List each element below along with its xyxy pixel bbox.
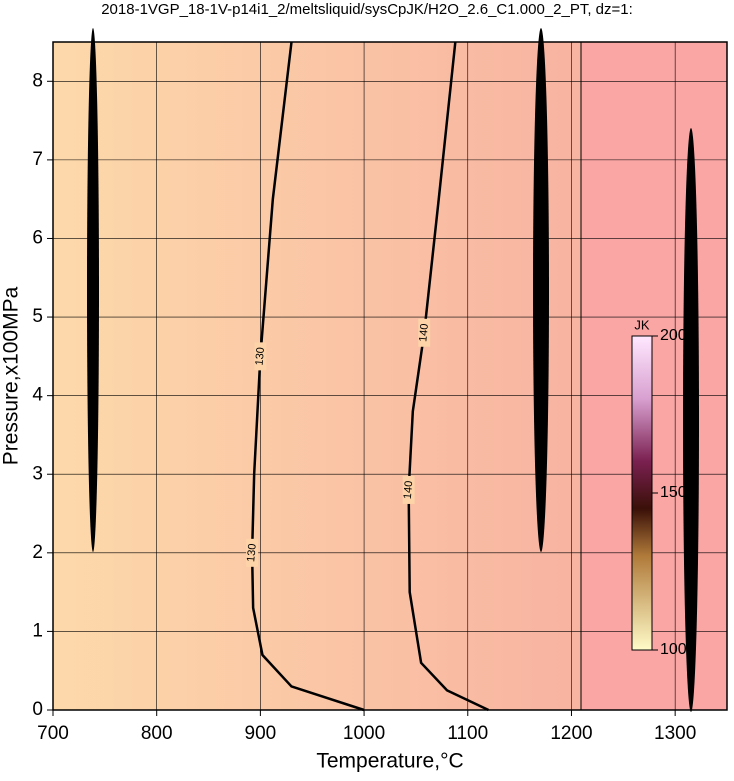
contour-label: 140 <box>402 480 416 499</box>
plot-frame <box>52 41 728 711</box>
y-tick-label: 7 <box>32 149 43 170</box>
y-tick-label: 8 <box>32 70 43 91</box>
x-tick-label: 1100 <box>447 723 488 744</box>
dense-contours <box>533 28 549 552</box>
x-tick-label: 700 <box>37 723 69 744</box>
y-tick-label: 5 <box>32 306 43 327</box>
chart-title: 2018-1VGP_18-1V-p14i1_2/meltsliquid/sysC… <box>101 1 633 18</box>
contour-label: 130 <box>245 543 259 562</box>
x-tick-label: 900 <box>245 723 277 744</box>
colorbar-label: JK <box>634 317 650 332</box>
region <box>581 42 727 710</box>
dense-contours <box>683 128 699 712</box>
x-tick-label: 1200 <box>550 723 592 744</box>
contour-label: 130 <box>254 347 268 366</box>
y-tick-label: 2 <box>32 542 43 563</box>
region <box>53 42 581 710</box>
x-tick-label: 1000 <box>343 723 385 744</box>
contour-label-bg <box>418 318 431 347</box>
y-tick-label: 0 <box>32 699 43 720</box>
y-tick-label: 4 <box>32 385 43 406</box>
colorbar <box>631 335 653 651</box>
contour-label-bg <box>402 475 415 504</box>
colorbar-tick-label: 100 <box>660 641 687 658</box>
contour-label-bg <box>254 342 267 371</box>
contour-label-bg <box>246 538 259 567</box>
x-tick-label: 1300 <box>654 723 696 744</box>
y-tick-label: 1 <box>32 620 43 641</box>
contour-label: 140 <box>417 323 431 342</box>
y-tick-label: 3 <box>32 463 43 484</box>
colorbar-tick-label: 200 <box>660 327 687 344</box>
y-tick-label: 6 <box>32 227 43 248</box>
x-axis-label: Temperature,°C <box>316 750 463 773</box>
y-axis-label: Pressure,x100MPa <box>0 286 23 465</box>
dense-contours <box>87 28 99 552</box>
x-tick-label: 800 <box>141 723 173 744</box>
colorbar-tick-label: 150 <box>660 484 687 501</box>
